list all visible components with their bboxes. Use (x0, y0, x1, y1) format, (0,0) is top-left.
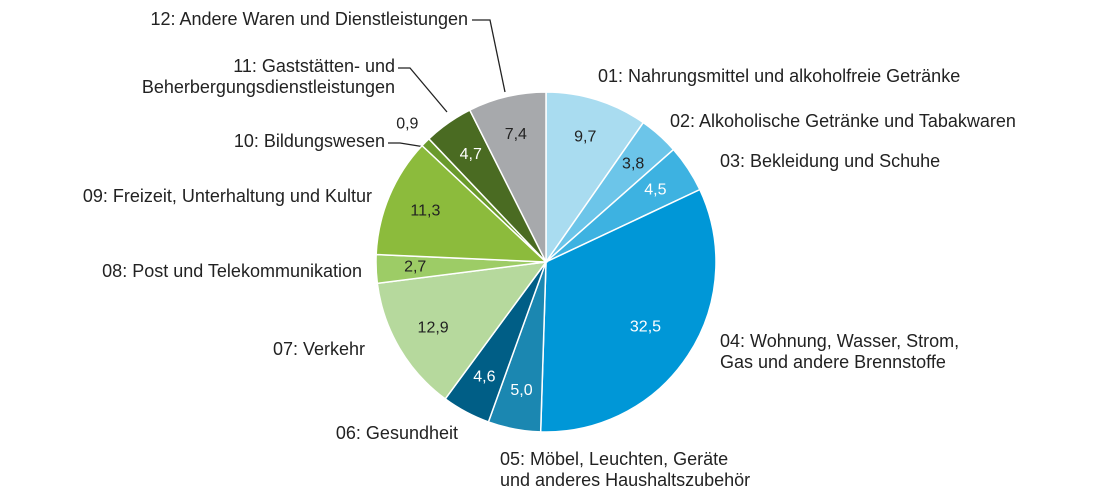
leader-line (388, 142, 426, 148)
category-label: 08: Post und Telekommunikation (102, 261, 362, 281)
pie-slice (468, 91, 547, 263)
value-label: 4,6 (473, 369, 495, 386)
value-label: 9,7 (574, 128, 596, 145)
leader-line (472, 19, 506, 93)
category-label: 07: Verkehr (272, 339, 365, 359)
category-label: 06: Gesundheit (335, 423, 458, 443)
category-label: 11: Gaststätten- und Beherbergungsdienst… (141, 56, 395, 97)
value-label: 7,4 (505, 126, 527, 143)
category-label: 09: Freizeit, Unterhaltung und Kultur (82, 186, 372, 206)
value-label: 0,9 (396, 115, 418, 132)
leader-line (398, 67, 448, 113)
category-label: 03: Bekleidung und Schuhe (720, 151, 941, 171)
value-label: 3,8 (622, 156, 644, 173)
category-label: 02: Alkoholische Getränke und Tabakwaren (670, 111, 1016, 131)
pie-slice (539, 188, 717, 433)
value-label: 32,5 (630, 319, 661, 336)
value-label: 4,5 (644, 181, 666, 198)
value-label: 11,3 (410, 202, 440, 219)
pie-slice (545, 91, 645, 265)
value-label: 12,9 (418, 319, 449, 336)
value-label: 2,7 (404, 259, 426, 276)
category-label: 12: Andere Waren und Dienstleistungen (150, 9, 468, 29)
value-label: 5,0 (510, 382, 532, 399)
category-label: 01: Nahrungsmittel und alkoholfreie Getr… (598, 66, 961, 86)
pie-slice (376, 261, 548, 400)
category-label: 05: Möbel, Leuchten, Geräte und anderes … (500, 449, 751, 490)
category-label: 10: Bildungswesen (233, 131, 385, 151)
pie-slice (375, 144, 548, 263)
category-label: 04: Wohnung, Wasser, Strom, Gas und ande… (720, 331, 960, 372)
value-label: 4,7 (460, 146, 482, 163)
